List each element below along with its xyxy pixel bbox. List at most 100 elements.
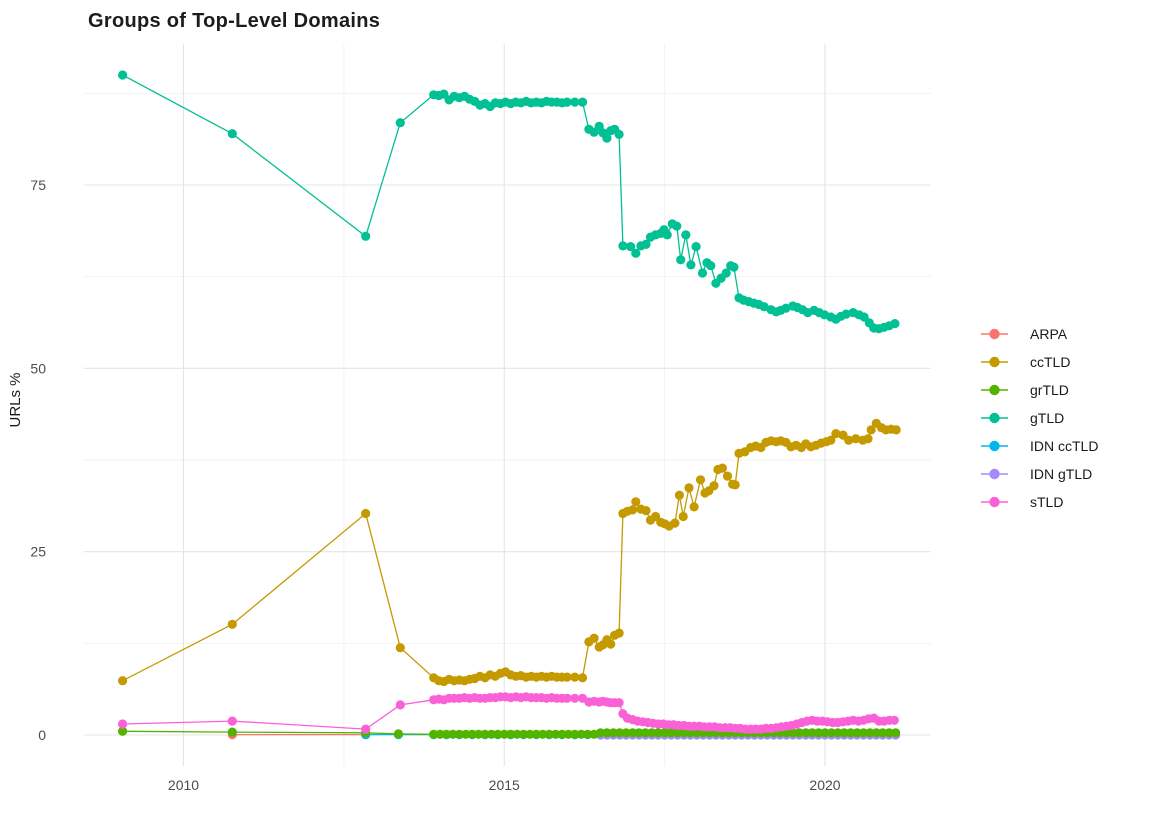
legend-key-dot xyxy=(989,468,1000,480)
data-point xyxy=(801,728,811,738)
data-point xyxy=(721,268,731,278)
data-point xyxy=(826,435,836,445)
data-point xyxy=(878,728,888,738)
data-point xyxy=(788,728,798,738)
data-point xyxy=(729,262,739,272)
data-point xyxy=(841,309,851,319)
data-point xyxy=(759,302,769,312)
data-point xyxy=(884,728,894,738)
data-point xyxy=(631,248,641,258)
data-point xyxy=(678,511,688,522)
data-point xyxy=(660,728,670,738)
data-point xyxy=(525,729,535,739)
data-point xyxy=(614,698,624,708)
data-point xyxy=(589,633,599,643)
legend-item-ccTLD: ccTLD xyxy=(981,354,1070,370)
legend-label: ccTLD xyxy=(1030,354,1070,370)
data-point xyxy=(227,129,237,139)
chart-title: Groups of Top-Level Domains xyxy=(88,10,380,32)
data-point xyxy=(859,312,869,322)
data-point xyxy=(361,231,371,241)
data-point xyxy=(689,502,699,512)
data-point xyxy=(361,724,371,734)
data-point xyxy=(608,728,618,738)
legend-item-grTLD: grTLD xyxy=(981,382,1069,398)
legend-item-IDN-gTLD: IDN gTLD xyxy=(981,466,1092,482)
data-point xyxy=(583,729,593,739)
data-point xyxy=(570,97,580,107)
legend-label: IDN gTLD xyxy=(1030,466,1092,482)
data-point xyxy=(640,728,651,738)
data-point xyxy=(674,490,685,500)
data-point xyxy=(570,693,580,703)
series-sTLD xyxy=(118,692,899,734)
legend-key-dot xyxy=(989,440,1000,452)
data-point xyxy=(518,729,529,739)
data-point xyxy=(709,481,719,491)
legend-label: gTLD xyxy=(1030,410,1064,426)
y-tick-label: 25 xyxy=(30,544,46,560)
data-point xyxy=(891,425,901,435)
data-point xyxy=(595,728,606,738)
data-point xyxy=(467,729,477,739)
data-point xyxy=(395,643,405,653)
data-point xyxy=(441,729,452,739)
data-point xyxy=(393,729,403,739)
legend-label: IDN ccTLD xyxy=(1030,438,1098,454)
legend-label: ARPA xyxy=(1030,326,1068,342)
data-point xyxy=(814,728,824,738)
legend-key-dot xyxy=(989,412,1000,424)
data-point xyxy=(615,728,625,738)
data-point xyxy=(557,729,567,739)
data-point xyxy=(577,673,588,683)
data-point xyxy=(486,729,496,739)
data-point xyxy=(614,628,624,638)
data-point xyxy=(562,672,572,682)
data-point xyxy=(618,241,628,251)
data-point xyxy=(730,480,740,490)
data-point xyxy=(614,129,624,139)
data-point xyxy=(826,728,837,738)
data-point xyxy=(672,221,682,231)
data-point xyxy=(621,728,631,738)
data-point xyxy=(676,255,686,265)
data-point xyxy=(118,676,128,686)
data-point xyxy=(118,719,128,729)
legend-key-dot xyxy=(989,356,1000,368)
data-point xyxy=(531,729,541,739)
data-point xyxy=(666,728,676,738)
series-gTLD xyxy=(118,70,900,334)
data-point xyxy=(461,729,471,739)
data-point xyxy=(717,463,728,473)
data-point xyxy=(846,728,856,738)
data-point xyxy=(562,693,572,703)
legend: ARPA ccTLD grTLD gTLD IDN ccTLD IDN gTLD sTLD xyxy=(981,326,1098,510)
data-point xyxy=(474,729,484,739)
data-point xyxy=(686,260,696,270)
data-point xyxy=(679,728,689,738)
legend-label: grTLD xyxy=(1030,382,1069,398)
data-point xyxy=(576,729,586,739)
data-point xyxy=(606,639,616,649)
data-point xyxy=(871,728,881,738)
x-axis-tick-labels: 2010 2015 2020 xyxy=(168,777,841,793)
data-point xyxy=(395,700,405,710)
data-point xyxy=(395,118,405,128)
legend-item-ARPA: ARPA xyxy=(981,326,1068,342)
data-point xyxy=(628,728,638,738)
data-point xyxy=(563,729,574,739)
data-point xyxy=(831,429,841,439)
data-point xyxy=(794,728,804,738)
data-point xyxy=(562,97,572,107)
legend-key-dot xyxy=(989,496,1000,508)
data-point xyxy=(647,728,657,738)
data-point xyxy=(602,133,612,143)
data-point xyxy=(852,728,862,738)
data-point xyxy=(577,97,588,107)
y-tick-label: 75 xyxy=(30,177,46,193)
data-point xyxy=(118,70,128,80)
data-point xyxy=(697,268,708,278)
data-point xyxy=(634,728,644,738)
series-ccTLD xyxy=(118,418,901,687)
